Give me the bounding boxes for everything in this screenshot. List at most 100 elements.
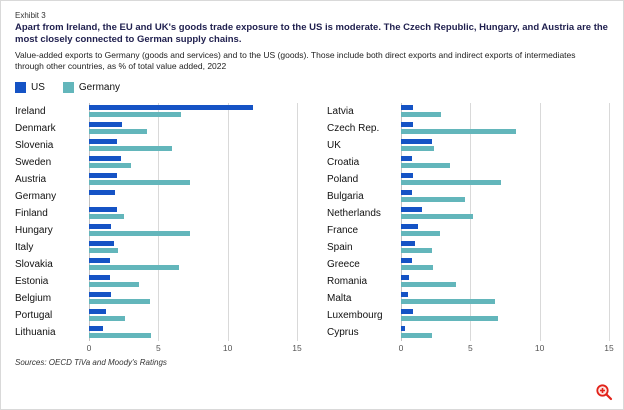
gridline [158,102,160,341]
us-bar [89,309,106,315]
legend-item-germany: Germany [62,81,121,93]
bar-row [401,154,609,171]
charts-container: Ireland Denmark Slovenia Sweden Austria Germa… [15,102,614,354]
germany-bar [89,214,124,220]
gridlines [401,102,610,341]
country-label: Italy [15,241,34,253]
bar-row [89,273,297,290]
x-axis-right: 0 5 10 15 [399,341,614,354]
country-label: Romania [327,275,368,287]
axis-tick-label: 10 [534,342,545,353]
germany-bar [89,265,180,271]
germany-bar [401,316,499,322]
us-bar [89,258,110,264]
germany-bar [401,299,496,305]
bar-row [401,120,609,137]
us-bar [89,292,112,298]
chart-title: Apart from Ireland, the EU and UK's good… [15,22,608,46]
us-bar [401,326,406,332]
country-labels-right: Latvia Czech Rep. UK Croatia Poland Bulgaria N… [327,103,401,354]
us-bar [401,258,413,264]
bar-row [89,307,297,324]
chart-panel-left: Ireland Denmark Slovenia Sweden Austria Germa… [15,102,302,354]
gridline [89,102,90,341]
country-label: Netherlands [327,207,381,219]
bar-row [89,205,297,222]
legend-label: Germany [78,81,121,93]
bar-row [401,188,609,205]
country-label: Malta [327,292,352,304]
gridline [539,102,541,341]
us-bar [89,207,117,213]
axis-tick-label: 10 [222,342,233,353]
exhibit-label: Exhibit 3 [15,11,46,20]
chart-subtitle: Value-added exports to Germany (goods an… [15,49,576,71]
germany-bar [89,299,150,305]
germany-bar [401,333,432,339]
germany-bar [401,214,474,220]
country-label: Slovenia [15,139,54,151]
us-bar [89,190,116,196]
country-label: Estonia [15,275,49,287]
us-bar [401,139,432,145]
gridline [297,102,298,341]
axis-tick-label: 15 [292,342,302,353]
country-label: Germany [15,190,57,202]
bar-row [89,290,297,307]
legend-label: US [31,81,45,93]
us-bar [401,173,414,179]
country-label: Spain [327,241,353,253]
germany-bar [89,146,173,152]
gridline [401,102,402,341]
us-bar [89,173,117,179]
country-label: Bulgaria [327,190,364,202]
bar-row [89,188,297,205]
axis-tick-label: 5 [155,342,161,353]
germany-bar [401,197,465,203]
country-label: Sweden [15,156,52,168]
bar-row [401,239,609,256]
germany-bar [401,265,433,271]
gridline [609,102,610,341]
germany-bar [401,146,435,152]
germany-bar [89,231,191,237]
legend: US Germany [15,81,609,93]
us-bar [401,122,414,128]
bar-row [401,290,609,307]
bar-row [89,171,297,188]
germany-bar [89,333,152,339]
us-bar [401,105,414,111]
plot-area-right: 0 5 10 15 [399,102,614,354]
gridline [227,102,229,341]
country-label: Hungary [15,224,53,236]
country-label: Austria [15,173,47,185]
zoom-in-icon[interactable] [595,383,613,401]
bar-row [401,137,609,154]
germany-bar [89,129,148,135]
bar-row [401,205,609,222]
germany-bar [89,112,181,118]
us-bar [89,122,123,128]
bar-row [401,222,609,239]
germany-bar [89,282,139,288]
country-label: Croatia [327,156,360,168]
germany-bar [401,282,457,288]
bar-row [89,239,297,256]
country-label: Poland [327,173,359,185]
bar-row [401,103,609,120]
gridlines [89,102,298,341]
country-label: Belgium [15,292,52,304]
germany-bar [89,248,119,254]
bar-rows [401,103,609,341]
us-bar [401,190,413,196]
bar-row [89,154,297,171]
germany-bar [401,112,442,118]
us-swatch [15,81,26,93]
country-label: Lithuania [15,326,56,338]
axis-tick-label: 15 [604,342,614,353]
us-bar [89,241,114,247]
country-labels-left: Ireland Denmark Slovenia Sweden Austria Germa… [15,103,89,354]
country-label: Czech Rep. [327,122,380,134]
bar-row [401,273,609,290]
